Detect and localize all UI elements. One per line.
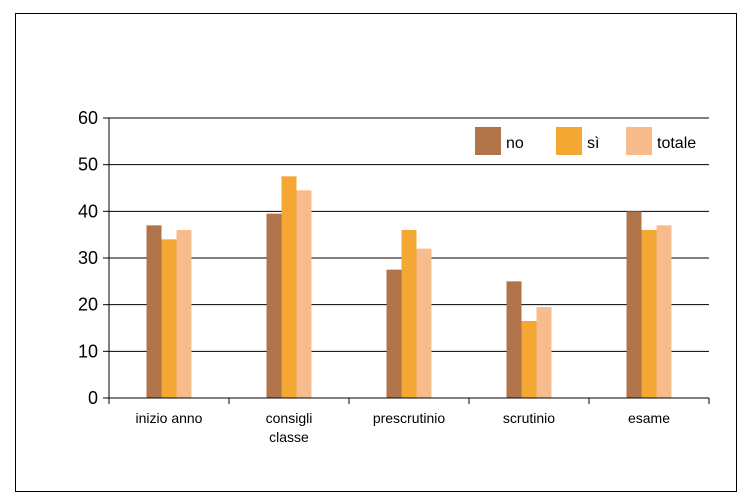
bar-totale	[416, 248, 432, 398]
bar-sì	[401, 230, 417, 398]
x-tick-labels: inizio anno consigli classe prescrutinio scr…	[136, 410, 671, 445]
legend: no sì totale	[475, 127, 696, 155]
y-tick-label: 60	[78, 108, 98, 128]
x-tick-label: inizio anno	[136, 410, 203, 426]
y-tick-label: 20	[78, 295, 98, 315]
legend-swatch-sì	[556, 127, 582, 155]
bar-sì	[161, 239, 177, 398]
y-tick-label: 50	[78, 155, 98, 175]
axes	[103, 117, 710, 404]
bars	[146, 176, 672, 398]
bar-no	[626, 211, 642, 398]
gridlines	[109, 117, 709, 352]
legend-swatch-totale	[626, 127, 652, 155]
bar-sì	[521, 321, 537, 398]
bar-sì	[281, 176, 297, 398]
y-tick-label: 10	[78, 341, 98, 361]
y-tick-label: 30	[78, 248, 98, 268]
bar-no	[386, 269, 402, 398]
legend-label-no: no	[506, 135, 524, 152]
legend-label-totale: totale	[657, 135, 696, 152]
bar-sì	[641, 230, 657, 398]
x-tick-label: consigli	[266, 410, 313, 426]
bar-totale	[176, 230, 192, 398]
bar-no	[506, 281, 522, 398]
legend-swatch-no	[475, 127, 501, 155]
x-tick-label: prescrutinio	[373, 410, 446, 426]
x-tick-label: esame	[628, 410, 670, 426]
x-tick-label: classe	[269, 429, 309, 445]
bar-totale	[536, 307, 552, 398]
y-tick-label: 0	[88, 388, 98, 408]
y-tick-labels: 0 10 20 30 40 50 60	[78, 108, 98, 408]
bar-no	[146, 225, 162, 398]
y-tick-label: 40	[78, 201, 98, 221]
chart-frame	[15, 13, 737, 492]
bar-no	[266, 213, 282, 398]
legend-label-sì: sì	[587, 135, 599, 152]
x-tick-label: scrutinio	[503, 410, 555, 426]
bar-totale	[296, 190, 312, 398]
bar-totale	[656, 225, 672, 398]
